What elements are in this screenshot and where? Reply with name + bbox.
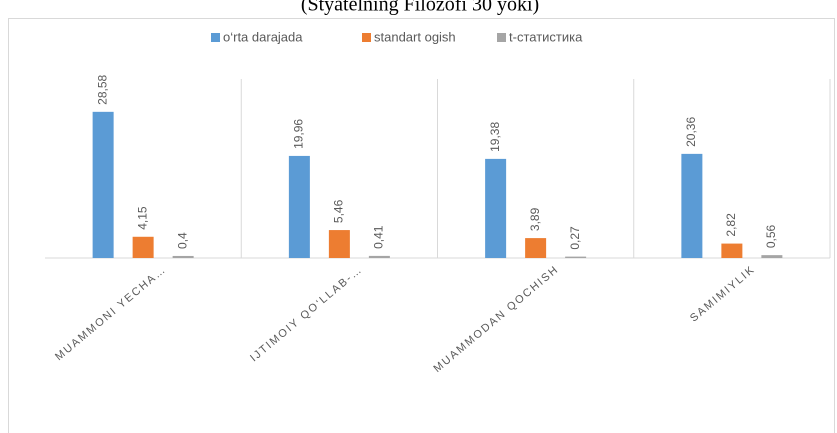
data-label: 19,38 (488, 122, 502, 152)
legend-swatch (497, 33, 506, 42)
data-label: 0,4 (175, 232, 189, 249)
data-label: 0,27 (568, 226, 582, 250)
legend-label: o‘rta darajada (223, 29, 303, 44)
bar (485, 158, 507, 258)
bar (368, 255, 390, 258)
data-label: 0,56 (764, 224, 778, 248)
bar (525, 238, 547, 258)
bar (565, 256, 587, 258)
bar (92, 111, 114, 259)
chart-frame (8, 18, 835, 433)
legend-label: t-статистика (509, 29, 583, 44)
bar (721, 243, 743, 258)
legend-swatch (362, 33, 371, 42)
data-label: 3,89 (528, 207, 542, 231)
legend-swatch (211, 33, 220, 42)
data-label: 28,58 (95, 74, 109, 104)
data-label: 0,41 (372, 225, 386, 249)
bar (328, 230, 350, 258)
bar (761, 255, 783, 258)
data-label: 19,96 (292, 119, 306, 149)
data-label: 20,36 (684, 117, 698, 147)
data-label: 2,82 (724, 213, 738, 237)
data-label: 5,46 (332, 199, 346, 223)
bar (172, 255, 194, 258)
chart-title: (Styatelning Filozofi 30 yoki) (301, 0, 539, 16)
legend-label: standart ogish (374, 29, 456, 44)
bar (681, 153, 703, 258)
bar (288, 155, 310, 258)
data-label: 4,15 (135, 206, 149, 230)
bar (132, 236, 154, 258)
